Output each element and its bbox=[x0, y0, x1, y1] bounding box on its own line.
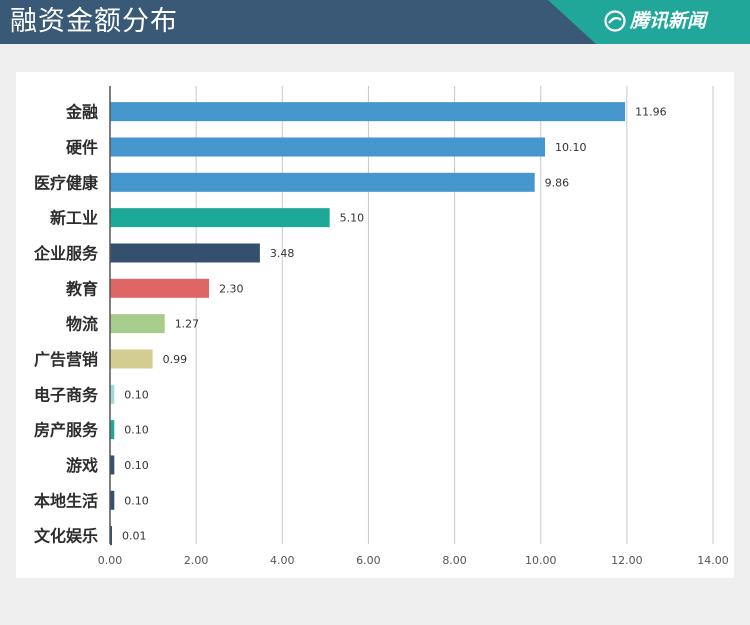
brand-label: 腾讯新闻 bbox=[630, 10, 707, 32]
x-tick-label: 12.00 bbox=[611, 554, 643, 567]
value-label: 0.10 bbox=[124, 388, 149, 401]
x-tick-label: 2.00 bbox=[184, 554, 209, 567]
bar bbox=[110, 455, 115, 475]
bar bbox=[110, 420, 115, 440]
bar-chart: 0.00 2.00 4.00 6.00 8.00 10.00 12.00 14.00 金融 11.… bbox=[33, 86, 729, 567]
category-label: 医疗健康 bbox=[34, 173, 99, 192]
chart-panel: 0.00 2.00 4.00 6.00 8.00 10.00 12.00 14.00 金融 11.… bbox=[16, 72, 734, 578]
value-label: 0.99 bbox=[163, 353, 188, 366]
category-label: 新工业 bbox=[50, 209, 98, 228]
value-label: 3.48 bbox=[270, 247, 295, 260]
bar bbox=[110, 172, 535, 192]
bar bbox=[110, 526, 112, 546]
category-label: 企业服务 bbox=[33, 244, 99, 263]
brand-band bbox=[548, 0, 750, 44]
category-label: 物流 bbox=[66, 315, 98, 334]
x-tick-label: 8.00 bbox=[442, 554, 467, 567]
bar bbox=[110, 314, 165, 334]
value-label: 9.86 bbox=[545, 176, 570, 189]
x-tick-label: 4.00 bbox=[270, 554, 295, 567]
value-label: 2.30 bbox=[219, 282, 244, 295]
x-tick-label: 0.00 bbox=[98, 554, 123, 567]
category-label: 游戏 bbox=[66, 456, 98, 475]
category-label: 文化娱乐 bbox=[34, 527, 98, 546]
header-bar: 融资金额分布 腾讯新闻 bbox=[0, 0, 750, 44]
category-label: 广告营销 bbox=[34, 350, 98, 369]
value-label: 11.96 bbox=[635, 106, 667, 119]
bar bbox=[110, 243, 260, 263]
value-label: 10.10 bbox=[555, 141, 587, 154]
category-label: 电子商务 bbox=[34, 385, 99, 404]
value-label: 1.27 bbox=[175, 318, 200, 331]
category-label: 房产服务 bbox=[34, 421, 99, 440]
bar bbox=[110, 278, 210, 298]
value-label: 5.10 bbox=[340, 212, 365, 225]
bar bbox=[110, 137, 546, 157]
category-label: 硬件 bbox=[66, 138, 98, 157]
value-label: 0.01 bbox=[122, 530, 147, 543]
category-label: 本地生活 bbox=[34, 491, 98, 510]
x-tick-label: 10.00 bbox=[525, 554, 557, 567]
value-label: 0.10 bbox=[124, 494, 149, 507]
category-label: 教育 bbox=[66, 279, 98, 298]
value-label: 0.10 bbox=[124, 424, 149, 437]
bar bbox=[110, 490, 115, 510]
bar bbox=[110, 384, 115, 404]
bar bbox=[110, 208, 330, 228]
value-label: 0.10 bbox=[124, 459, 149, 472]
page-title: 融资金额分布 bbox=[10, 6, 178, 37]
x-tick-label: 6.00 bbox=[356, 554, 381, 567]
x-tick-label: 14.00 bbox=[697, 554, 729, 567]
tencent-news-logo-icon bbox=[604, 10, 626, 32]
bar bbox=[110, 349, 153, 369]
brand-band-shape bbox=[548, 0, 750, 44]
bar bbox=[110, 102, 626, 122]
category-label: 金融 bbox=[65, 103, 98, 122]
